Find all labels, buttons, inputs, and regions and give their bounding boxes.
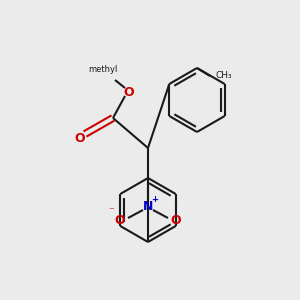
Text: O: O xyxy=(75,131,85,145)
Text: O: O xyxy=(171,214,181,226)
Text: ⁻: ⁻ xyxy=(108,206,114,216)
Text: O: O xyxy=(124,85,134,98)
Text: O: O xyxy=(115,214,125,226)
Text: +: + xyxy=(152,196,158,205)
Text: methyl: methyl xyxy=(88,65,118,74)
Text: CH₃: CH₃ xyxy=(215,71,232,80)
Text: N: N xyxy=(143,200,153,212)
